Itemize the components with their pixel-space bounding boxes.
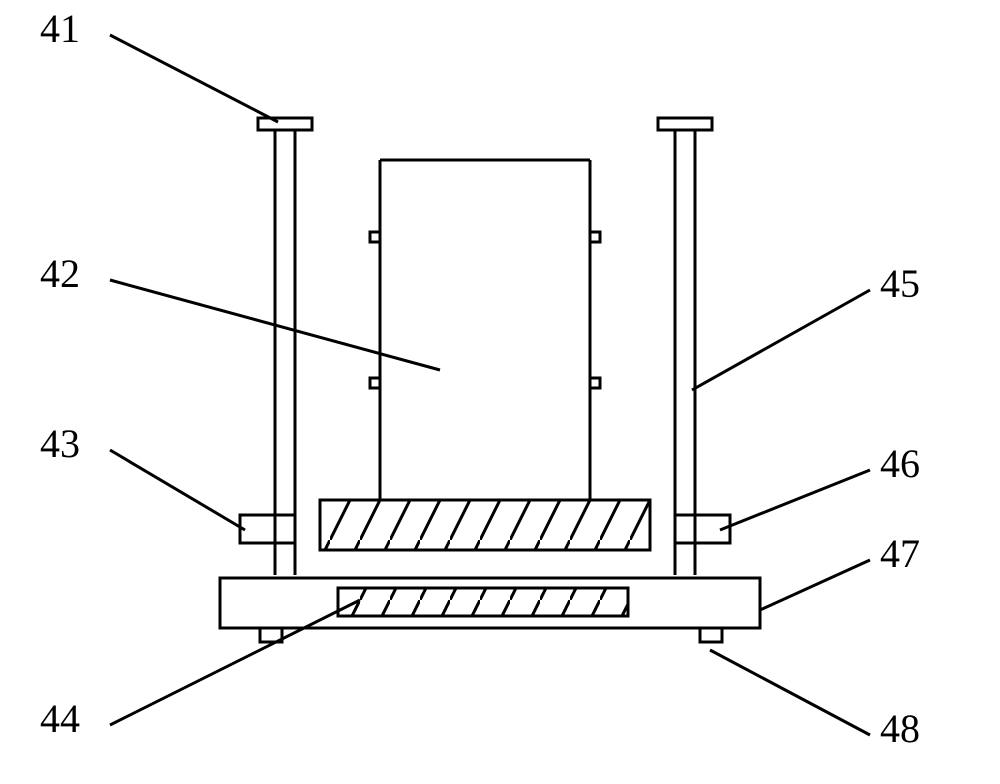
label-47: 47 [880,530,920,577]
label-42: 42 [40,250,80,297]
label-48: 48 [880,705,920,752]
diagram-svg [0,0,1000,784]
label-46: 46 [880,440,920,487]
label-45: 45 [880,260,920,307]
label-41: 41 [40,5,80,52]
label-44: 44 [40,695,80,742]
label-43: 43 [40,420,80,467]
